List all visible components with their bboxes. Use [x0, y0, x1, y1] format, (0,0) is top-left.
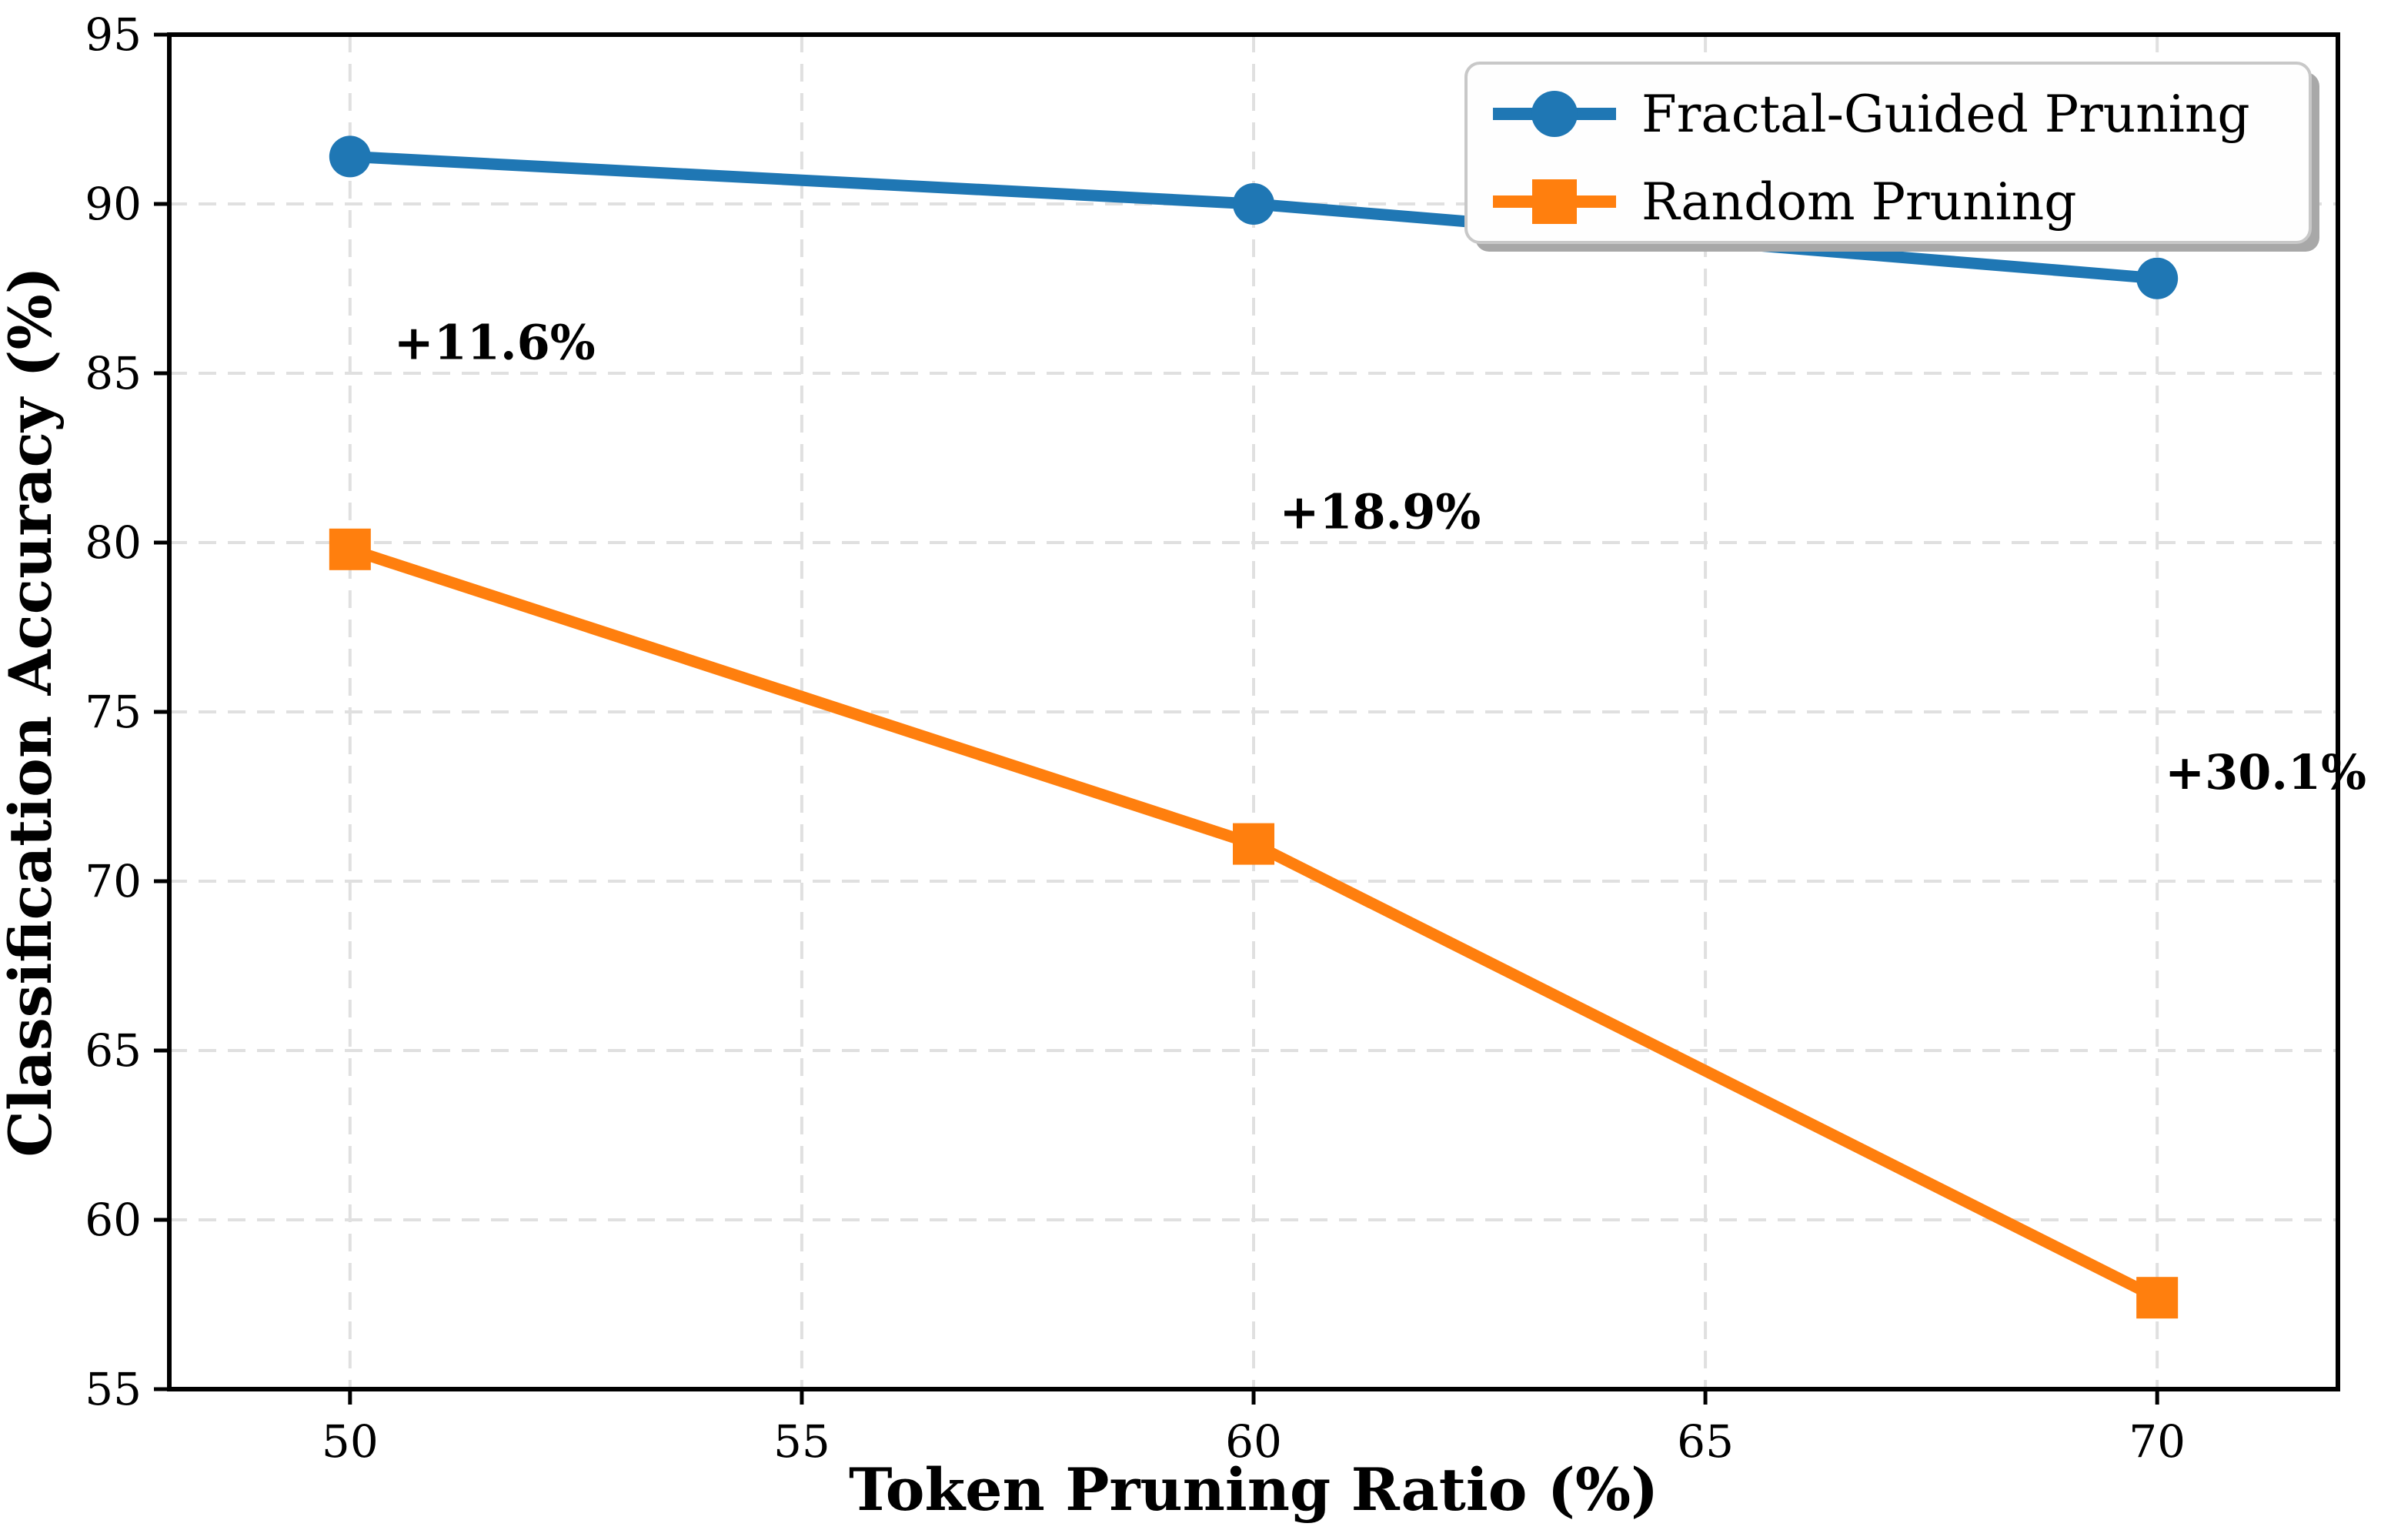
y-axis-title: Classification Accuracy (%) — [0, 266, 65, 1157]
y-tick-label: 95 — [85, 8, 142, 61]
legend-label: Random Pruning — [1641, 172, 2076, 232]
legend-label: Fractal-Guided Pruning — [1641, 85, 2250, 144]
annotations: +11.6% +18.9% +30.1% — [394, 314, 2366, 800]
y-tick-label: 75 — [85, 686, 142, 738]
data-point-circle — [1233, 183, 1274, 225]
axes: 50 55 60 65 70 55 60 65 70 75 80 85 90 95 — [85, 8, 2340, 1468]
legend: Fractal-Guided Pruning Random Pruning — [1464, 62, 2319, 252]
y-tick-label: 85 — [85, 347, 142, 399]
data-series — [329, 135, 2179, 1319]
gain-annotation: +30.1% — [2165, 744, 2366, 800]
y-tick-label: 55 — [85, 1363, 142, 1415]
legend-box — [1464, 62, 2312, 244]
x-axis-title: Token Pruning Ratio (%) — [849, 1455, 1658, 1524]
y-tick-label: 65 — [85, 1024, 142, 1077]
y-tick-label: 60 — [85, 1194, 142, 1246]
data-point-circle — [329, 135, 371, 178]
legend-circle-marker — [1531, 91, 1578, 137]
y-tick-label: 90 — [85, 178, 142, 230]
x-tick-label: 70 — [2129, 1415, 2186, 1468]
gain-annotation: +18.9% — [1279, 483, 1481, 540]
data-point-square — [2136, 1277, 2179, 1319]
gain-annotation: +11.6% — [394, 314, 596, 370]
legend-square-marker — [1532, 179, 1577, 224]
x-tick-label: 60 — [1225, 1415, 1282, 1468]
data-point-square — [1233, 823, 1274, 865]
data-point-square — [329, 528, 371, 570]
x-tick-label: 55 — [773, 1415, 830, 1468]
x-tick-label: 50 — [322, 1415, 379, 1468]
y-tick-label: 70 — [85, 855, 142, 907]
y-tick-label: 80 — [85, 516, 142, 569]
data-point-circle — [2136, 257, 2179, 299]
x-tick-label: 65 — [1677, 1415, 1734, 1468]
